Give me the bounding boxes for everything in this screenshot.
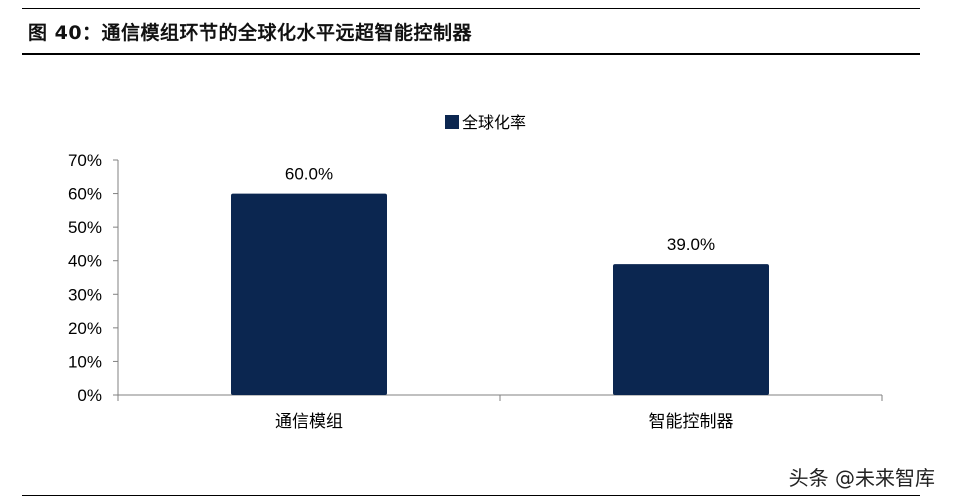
figure-title: 图 40：通信模组环节的全球化水平远超智能控制器 xyxy=(28,22,473,44)
y-tick-label: 50% xyxy=(68,218,102,237)
x-category-label: 通信模组 xyxy=(275,412,343,432)
y-tick-label: 70% xyxy=(68,151,102,170)
y-tick-label: 0% xyxy=(77,386,102,405)
legend-swatch xyxy=(445,115,459,129)
data-label: 60.0% xyxy=(285,165,333,184)
bottom-rule xyxy=(22,495,920,496)
legend-label: 全球化率 xyxy=(462,113,526,132)
y-tick-label: 10% xyxy=(68,352,102,371)
y-tick-label: 60% xyxy=(68,185,102,204)
y-tick-label: 40% xyxy=(68,252,102,271)
watermark: 头条 @未来智库 xyxy=(788,466,935,490)
bar xyxy=(231,193,387,395)
y-tick-label: 20% xyxy=(68,319,102,338)
top-rule xyxy=(22,8,920,9)
y-tick-label: 30% xyxy=(68,285,102,304)
bar xyxy=(613,264,769,395)
title-rule xyxy=(22,53,920,55)
data-label: 39.0% xyxy=(667,235,715,254)
x-category-label: 智能控制器 xyxy=(649,412,734,432)
